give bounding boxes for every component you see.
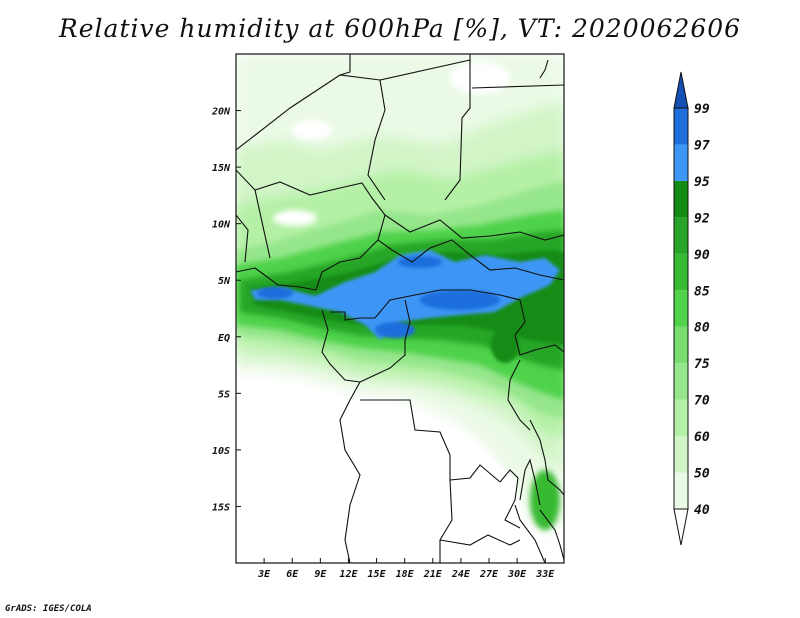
colorbar-segment	[674, 144, 688, 181]
page-title: Relative humidity at 600hPa [%], VT: 202…	[58, 14, 742, 43]
colorbar-below-triangle	[673, 508, 689, 546]
lat-tick-label: 10S	[212, 446, 230, 457]
colorbar-segment	[674, 290, 688, 327]
colorbar-label: 70	[694, 394, 710, 409]
colorbar-above-triangle	[673, 71, 689, 109]
map-plot-area	[236, 54, 564, 563]
lon-tick-label: 27E	[479, 569, 499, 580]
lon-tick-label: 21E	[423, 569, 443, 580]
humidity-region-97	[375, 322, 415, 338]
colorbar-segment	[674, 217, 688, 254]
colorbar-label: 92	[694, 211, 710, 226]
lat-tick-label: 15S	[212, 502, 230, 513]
humidity-region-97	[257, 287, 293, 299]
colorbar-label: 75	[694, 357, 710, 372]
country-borders	[236, 54, 564, 563]
latitude-axis: 20N 15N 10N 5N EQ 5S 10S 15S	[211, 107, 241, 513]
dry-region	[273, 210, 317, 226]
lat-tick-label: 20N	[211, 107, 231, 118]
colorbar-segment	[674, 436, 688, 473]
colorbar-label: 95	[694, 175, 710, 190]
lon-tick-label: 30E	[507, 569, 527, 580]
humidity-region-97	[420, 290, 500, 310]
colorbar-label: 80	[694, 321, 710, 336]
colorbar-segment	[674, 326, 688, 364]
humidity-region-95	[250, 250, 560, 340]
lon-tick-label: 33E	[535, 569, 555, 580]
lon-tick-label: 24E	[451, 569, 471, 580]
colorbar-segment	[674, 253, 688, 291]
colorbar: 40 50 60 70 75 80 85 90 92 95 97 99	[673, 71, 710, 546]
lon-tick-label: 3E	[257, 569, 271, 580]
dry-southern-africa	[236, 400, 550, 563]
lat-tick-label: 10N	[212, 220, 231, 231]
humidity-region-97	[398, 256, 442, 268]
humidity-region-92	[491, 327, 519, 363]
lon-tick-label: 15E	[368, 569, 387, 580]
longitude-axis: 3E 6E 9E 12E 15E 18E 21E 24E 27E 30E 33E	[257, 558, 555, 580]
lat-tick-label: 5S	[218, 389, 230, 400]
colorbar-label: 60	[694, 430, 710, 445]
colorbar-label: 85	[694, 284, 710, 299]
colorbar-frame	[673, 107, 689, 510]
dry-region	[450, 62, 510, 94]
colorbar-segment	[674, 363, 688, 400]
lon-tick-label: 9E	[314, 569, 327, 580]
lat-tick-label: EQ	[218, 333, 230, 344]
colorbar-label: 50	[694, 467, 710, 482]
colorbar-segment	[674, 399, 688, 437]
colorbar-label: 97	[694, 138, 710, 153]
dry-region	[292, 120, 332, 140]
lat-tick-label: 15N	[212, 163, 231, 174]
credit-text: GrADS: IGES/COLA	[5, 604, 92, 614]
colorbar-segment	[674, 108, 688, 145]
colorbar-segment	[674, 180, 688, 218]
lon-tick-label: 18E	[396, 569, 415, 580]
lon-tick-label: 6E	[286, 569, 299, 580]
colorbar-label: 90	[694, 248, 710, 263]
colorbar-segment	[674, 472, 688, 509]
humidity-region-85	[530, 470, 560, 530]
map-frame	[235, 53, 565, 564]
colorbar-label: 99	[694, 102, 710, 117]
lat-tick-label: 5N	[218, 276, 231, 287]
lon-tick-label: 12E	[339, 569, 358, 580]
colorbar-label: 40	[694, 503, 710, 518]
